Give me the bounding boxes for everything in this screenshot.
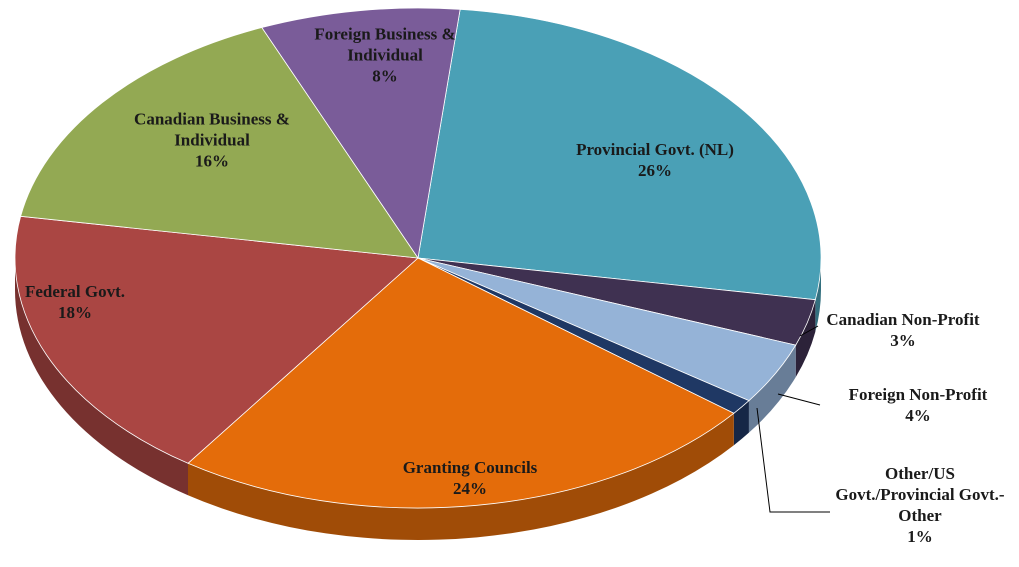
slice-side (815, 258, 821, 332)
slice-label: Foreign Business & Individual 8% (300, 24, 470, 87)
slice-side (748, 345, 796, 433)
value-label: 3% (890, 331, 916, 350)
slice-side (188, 413, 734, 540)
category-label: Other/US Govt./Provincial Govt.-Other (835, 464, 1005, 525)
value-label: 1% (907, 527, 933, 546)
slice-side (795, 299, 816, 378)
value-label: 8% (372, 66, 398, 86)
value-label: 24% (453, 479, 487, 498)
slice-label: Other/US Govt./Provincial Govt.-Other 1% (825, 463, 1015, 547)
slice-label: Foreign Non-Profit 4% (818, 384, 1018, 426)
slice (417, 8, 822, 301)
category-label: Canadian Non-Profit (826, 310, 980, 329)
slice (261, 7, 461, 260)
slice-label: Canadian Business & Individual 16% (102, 109, 322, 172)
slice-label: Canadian Non-Profit 3% (803, 309, 1003, 351)
slice (187, 257, 735, 509)
slice-label: Federal Govt. 18% (5, 281, 145, 323)
slice (14, 215, 419, 464)
slice (20, 27, 419, 259)
category-label: Provincial Govt. (NL) (576, 140, 734, 159)
value-label: 18% (58, 303, 92, 322)
category-label: Foreign Business & Individual (314, 24, 456, 65)
leader-line (777, 393, 821, 406)
slice-side (733, 400, 749, 446)
slice-label: Granting Councils 24% (370, 457, 570, 499)
slice-label: Provincial Govt. (NL) 26% (535, 139, 775, 181)
value-label: 16% (195, 151, 229, 171)
category-label: Granting Councils (402, 458, 538, 477)
value-label: 26% (638, 161, 672, 180)
category-label: Canadian Business & Individual (134, 109, 290, 150)
leader-line (756, 407, 830, 513)
leader-line (799, 325, 819, 337)
category-label: Federal Govt. (24, 282, 126, 301)
value-label: 4% (905, 406, 931, 425)
slice-side (15, 258, 189, 496)
category-label: Foreign Non-Profit (848, 385, 988, 404)
